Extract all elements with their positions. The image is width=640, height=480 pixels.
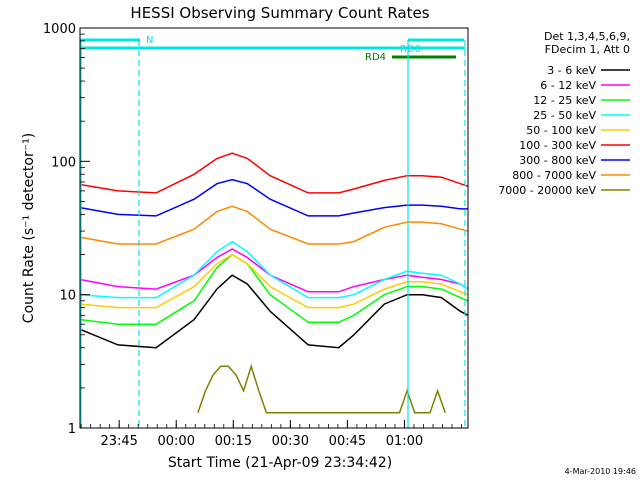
series-line-2 (79, 248, 469, 293)
flag-layer: N RD0 RD4 (80, 35, 466, 428)
series-line-6 (79, 152, 469, 194)
x-axis-label: Start Time (21-Apr-09 23:34:42) (168, 455, 392, 471)
x-tick-label-3: 00:15 (215, 434, 252, 449)
series-line-9 (197, 363, 446, 414)
y-tick-label-3: 100 (51, 155, 76, 170)
legend-label-1: 3 - 6 keV (547, 64, 596, 77)
y-tick-label-1: 1 (68, 422, 76, 437)
legend-header-2: FDecim 1, Att 0 (545, 43, 630, 56)
plot-frame (79, 27, 469, 429)
footer-date: 4-Mar-2010 19:46 (565, 467, 636, 476)
series-line-1 (79, 274, 469, 349)
y-axis-label: Count Rate (s⁻¹ detector⁻¹) (21, 133, 37, 323)
x-tick-label-1: 23:45 (100, 434, 137, 449)
chart-title: HESSI Observing Summary Count Rates (130, 4, 429, 22)
legend: Det 1,3,4,5,6,9,FDecim 1, Att 0 3 - 6 keV… (498, 30, 630, 197)
axis-layer: 23:45 00:00 00:15 00:30 00:45 01:00 1 10 100 1000 (43, 22, 462, 449)
flag-label-1: N (146, 35, 153, 46)
series-line-3 (79, 253, 469, 325)
y-tick-label-2: 10 (59, 289, 76, 304)
legend-header-1: Det 1,3,4,5,6,9, (544, 30, 630, 43)
legend-label-8: 800 - 7000 keV (512, 169, 596, 182)
flag-label-2: RD0 (400, 44, 421, 55)
series-line-4 (79, 240, 469, 299)
flag-label-3: RD4 (365, 52, 386, 63)
series-line-5 (79, 253, 469, 309)
series-layer (79, 152, 469, 414)
series-line-7 (79, 178, 468, 217)
legend-label-7: 300 - 800 keV (519, 154, 596, 167)
x-tick-label-6: 01:00 (386, 434, 423, 449)
x-tick-label-5: 00:45 (329, 434, 366, 449)
x-tick-label-4: 00:30 (272, 434, 309, 449)
x-tick-label-2: 00:00 (158, 434, 195, 449)
legend-label-9: 7000 - 20000 keV (498, 184, 596, 197)
legend-label-6: 100 - 300 keV (519, 139, 596, 152)
legend-label-4: 25 - 50 keV (533, 109, 596, 122)
legend-label-5: 50 - 100 keV (526, 124, 596, 137)
y-tick-label-4: 1000 (43, 22, 76, 37)
legend-label-2: 6 - 12 keV (540, 79, 596, 92)
legend-label-3: 12 - 25 keV (533, 94, 596, 107)
series-line-8 (79, 205, 469, 245)
